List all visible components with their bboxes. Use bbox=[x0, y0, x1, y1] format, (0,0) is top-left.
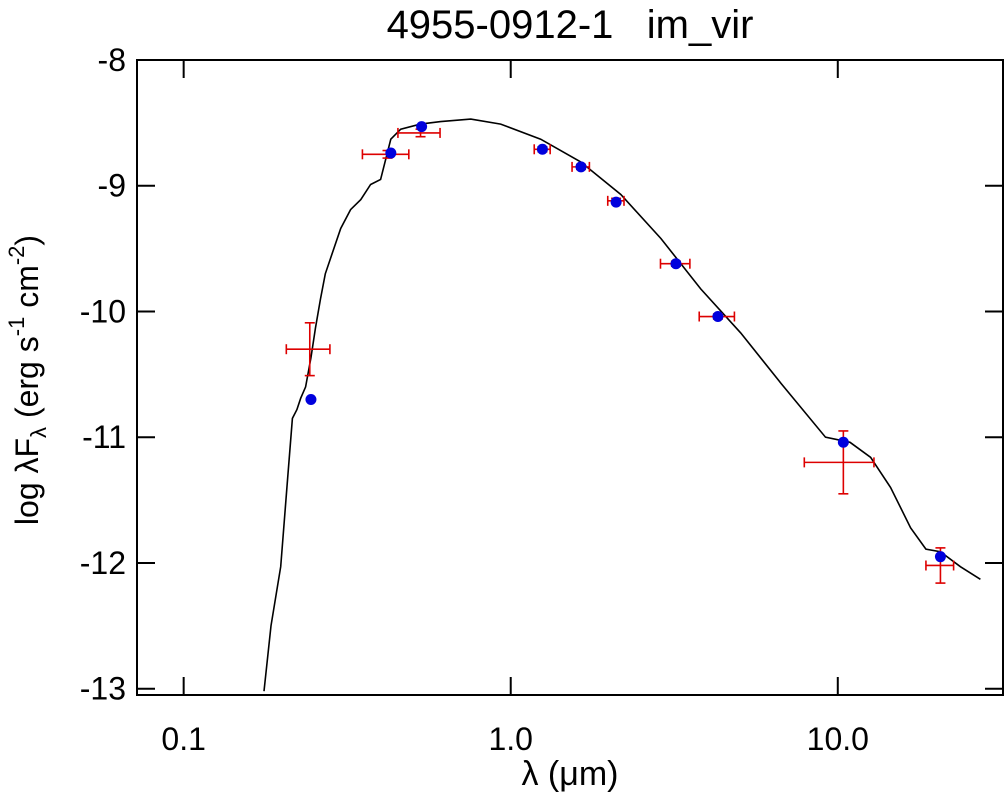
y-tick-label: -10 bbox=[80, 293, 126, 329]
y-label-part: λ bbox=[26, 427, 51, 438]
model-point bbox=[934, 551, 946, 563]
y-tick-label: -11 bbox=[82, 419, 126, 455]
model-point bbox=[385, 147, 397, 159]
y-label-part: log λF bbox=[9, 438, 45, 525]
y-label-part: (erg s bbox=[9, 336, 45, 427]
y-label-part: cm bbox=[9, 265, 45, 317]
x-tick-label: 1.0 bbox=[488, 721, 532, 757]
y-label-part: ) bbox=[9, 235, 45, 246]
x-tick-label: 10.0 bbox=[807, 721, 869, 757]
model-point bbox=[575, 161, 587, 173]
model-point bbox=[712, 311, 724, 323]
model-spectrum bbox=[263, 118, 981, 692]
y-tick-label: -13 bbox=[80, 671, 126, 707]
model-point bbox=[416, 121, 428, 133]
x-axis-label: λ (μm) bbox=[521, 755, 618, 793]
model-point bbox=[837, 436, 849, 448]
y-tick-label: -9 bbox=[98, 168, 126, 204]
x-tick-label: 0.1 bbox=[161, 721, 205, 757]
model-point bbox=[610, 196, 622, 208]
chart-title: 4955-0912-1 im_vir bbox=[387, 3, 754, 47]
plot-area bbox=[263, 118, 981, 692]
model-point bbox=[536, 143, 548, 155]
plot-frame bbox=[136, 59, 1004, 696]
y-label-part: -2 bbox=[4, 246, 29, 266]
model-point bbox=[670, 258, 682, 270]
y-tick-label: -8 bbox=[98, 42, 126, 78]
y-axis-label: log λFλ (erg s-1 cm-2) bbox=[4, 235, 51, 525]
y-label-part: -1 bbox=[4, 317, 29, 337]
y-tick-label: -12 bbox=[80, 545, 126, 581]
model-point bbox=[305, 394, 317, 406]
